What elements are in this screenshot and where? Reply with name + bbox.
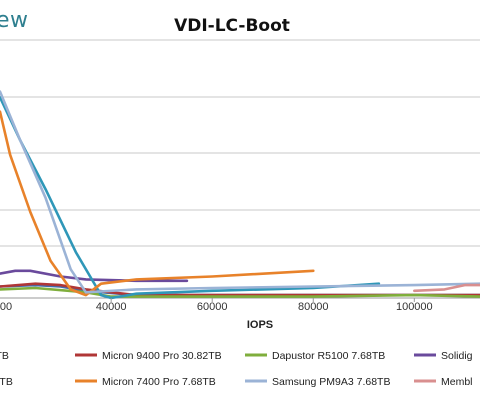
x-tick-label: 80000 [298, 301, 329, 313]
legend: 0 Pro 7.68TB Micron 9400 Pro 30.82TB Dapus… [0, 350, 473, 388]
legend-label: Dapustor R5100 7.68TB [272, 350, 385, 362]
x-tick-labels: 40000 60000 80000 100000 00 [0, 298, 433, 313]
series-line-5 [0, 110, 315, 297]
series-line-4 [0, 96, 381, 300]
x-tick-label: 60000 [197, 301, 228, 313]
x-axis-label: IOPS [247, 319, 273, 331]
legend-label: 7.68TB [0, 376, 13, 388]
grid [0, 39, 480, 299]
legend-label: Micron 7400 Pro 7.68TB [102, 376, 216, 388]
legend-label: 0 Pro 7.68TB [0, 350, 9, 362]
legend-label: Solidig [441, 350, 473, 362]
series-line-7 [412, 283, 480, 293]
x-tick-label-partial: 00 [0, 301, 12, 313]
x-tick-label: 40000 [96, 301, 127, 313]
series-line-2 [0, 286, 480, 298]
series-lines [0, 90, 480, 300]
x-tick-label: 100000 [396, 301, 433, 313]
brand-logo-text: ew [0, 8, 29, 33]
series-line-6 [0, 90, 480, 294]
chart-title: VDI-LC-Boot [174, 16, 290, 36]
legend-label: Samsung PM9A3 7.68TB [272, 376, 390, 388]
legend-label: Micron 9400 Pro 30.82TB [102, 350, 222, 362]
legend-label: Membl [441, 376, 473, 388]
